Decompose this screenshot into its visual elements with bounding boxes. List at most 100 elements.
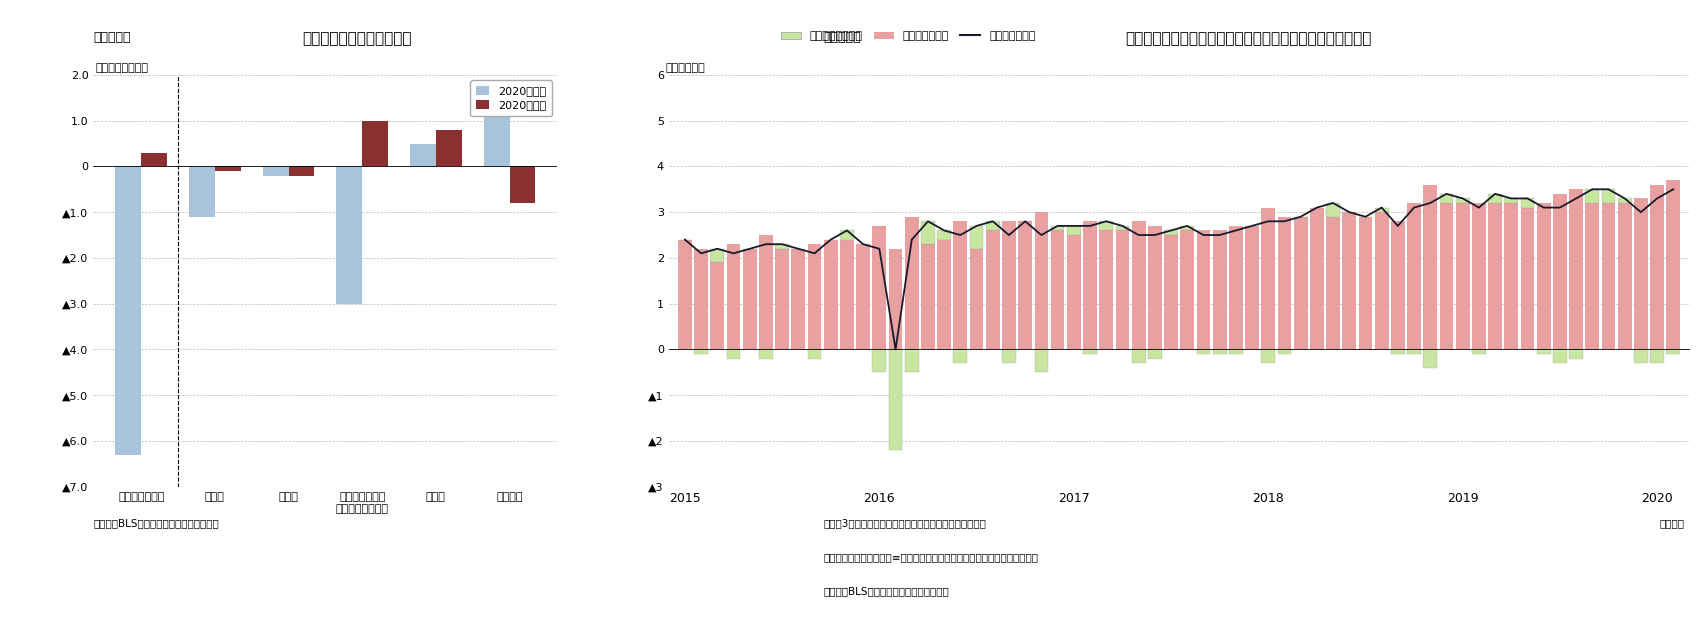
Bar [987, 222, 1000, 230]
Bar [1326, 203, 1340, 217]
Bar [920, 222, 936, 244]
Bar [824, 240, 837, 349]
Bar [1245, 226, 1258, 349]
Bar [1099, 222, 1114, 230]
Bar [1358, 217, 1372, 349]
Legend: 2020年１月, 2020年２月: 2020年１月, 2020年２月 [470, 80, 552, 116]
Bar [1375, 212, 1389, 349]
Bar [1440, 203, 1453, 349]
Text: 民間非農業部門の週当たり賃金伸び率（年率換算、寄与度）: 民間非農業部門の週当たり賃金伸び率（年率換算、寄与度） [1124, 31, 1372, 46]
Bar [856, 244, 869, 349]
Text: （前月差、万人）: （前月差、万人） [95, 62, 149, 72]
Bar [1455, 203, 1469, 349]
Bar [710, 263, 725, 349]
Bar [1326, 217, 1340, 349]
Bar [362, 120, 387, 167]
Bar [263, 167, 289, 175]
Bar [1066, 226, 1080, 235]
Bar [1440, 194, 1453, 203]
Bar [1051, 230, 1065, 349]
Bar [1408, 349, 1421, 354]
一週当たり賃金 [1177, 222, 1197, 230]
Text: 週当たり賃金伸び率≡週当たり労働時間伸び率＋時間当たり賃金伸び率: 週当たり賃金伸び率≡週当たり労働時間伸び率＋時間当たり賃金伸び率 [824, 552, 1039, 562]
Bar [1002, 349, 1015, 363]
Bar [873, 226, 886, 349]
Bar [1537, 203, 1550, 349]
Bar [141, 153, 166, 167]
Bar [1116, 226, 1129, 230]
Bar [1504, 203, 1518, 349]
Bar [905, 217, 919, 349]
Text: （月次）: （月次） [1659, 518, 1684, 528]
一週当たり賃金 [885, 346, 905, 353]
一週当たり賃金 [674, 236, 694, 243]
Bar [1212, 230, 1226, 349]
Bar [1586, 203, 1600, 349]
Bar [1148, 349, 1161, 359]
一週当たり賃金 [1550, 204, 1571, 212]
Text: （図表４）: （図表４） [824, 31, 861, 44]
Bar [1472, 349, 1486, 354]
Bar [1034, 212, 1048, 349]
Bar [1633, 349, 1647, 363]
Bar [1586, 189, 1600, 203]
Bar [808, 244, 822, 349]
Bar [1569, 349, 1583, 359]
Bar [436, 130, 462, 167]
Bar [841, 240, 854, 349]
Bar [727, 244, 740, 349]
Bar [1408, 203, 1421, 349]
Bar [759, 235, 773, 349]
Bar [188, 167, 216, 217]
Bar [1066, 235, 1080, 349]
Bar [888, 249, 902, 349]
Bar [970, 226, 983, 249]
Bar [1277, 217, 1290, 349]
Text: （注）3カ月後方移動平均後の前月比伸び率（年率換算）: （注）3カ月後方移動平均後の前月比伸び率（年率換算） [824, 518, 987, 528]
Bar [888, 349, 902, 450]
Bar [937, 240, 951, 349]
Bar [1212, 349, 1226, 354]
Bar [954, 222, 968, 349]
Bar [1133, 349, 1146, 363]
Bar [970, 249, 983, 349]
Bar [1229, 349, 1243, 354]
Bar [289, 167, 314, 175]
Bar [759, 349, 773, 359]
Bar [920, 244, 936, 349]
Bar [1116, 230, 1129, 349]
Bar [873, 349, 886, 373]
一週当たり賃金 [869, 245, 890, 253]
Bar [791, 249, 805, 349]
Bar [1554, 194, 1567, 349]
Bar [1537, 349, 1550, 354]
Bar [954, 349, 968, 363]
Bar [1294, 217, 1307, 349]
Bar [1375, 208, 1389, 212]
Bar [1504, 198, 1518, 203]
Bar [1148, 226, 1161, 349]
Bar [1554, 349, 1567, 363]
Bar [694, 249, 708, 349]
Bar [1455, 198, 1469, 203]
Text: （資料）BLSよりニッセイ基礎研究所作成: （資料）BLSよりニッセイ基礎研究所作成 [824, 587, 949, 597]
Bar [937, 230, 951, 240]
Bar [1487, 194, 1503, 203]
Bar [1487, 203, 1503, 349]
Bar [1180, 226, 1194, 230]
Bar [1666, 349, 1681, 354]
Bar [1083, 349, 1097, 354]
Bar [1165, 235, 1178, 349]
Bar [1277, 349, 1290, 354]
Bar [987, 230, 1000, 349]
Bar [1423, 349, 1437, 368]
Bar [1002, 222, 1015, 349]
Bar [678, 240, 691, 349]
Bar [1051, 226, 1065, 230]
Bar [216, 167, 241, 171]
一週当たり賃金 [1583, 185, 1603, 193]
Bar [1472, 203, 1486, 349]
Bar [1666, 180, 1681, 349]
Bar [710, 249, 725, 263]
Bar [1391, 349, 1404, 354]
